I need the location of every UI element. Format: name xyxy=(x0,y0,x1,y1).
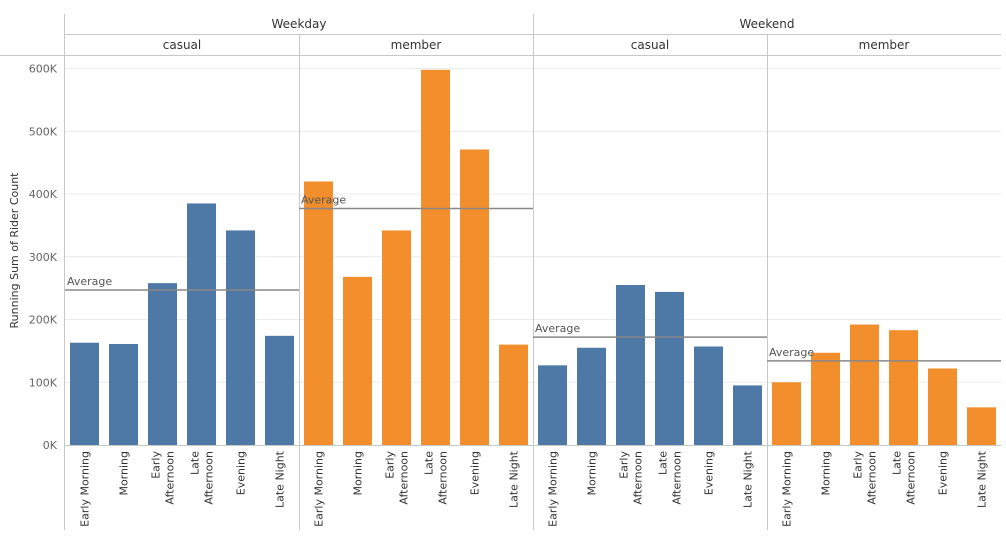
y-axis-label: Running Sum of Rider Count xyxy=(8,172,21,329)
bar xyxy=(694,346,723,445)
bar xyxy=(577,347,606,445)
category-label: Afternoon xyxy=(203,451,216,505)
average-label: Average xyxy=(301,193,346,206)
panel-header-casual: casual xyxy=(163,38,202,52)
category-label: Early Morning xyxy=(313,451,326,527)
average-label: Average xyxy=(769,346,814,359)
category-label: Early xyxy=(618,451,631,479)
bar xyxy=(265,335,294,445)
category-label: Early xyxy=(150,451,163,479)
category-label: Late Night xyxy=(508,450,521,508)
bar xyxy=(421,69,450,445)
category-label: Late xyxy=(423,451,436,475)
bar xyxy=(772,382,801,445)
category-label: Late Night xyxy=(976,450,989,508)
category-label: Late xyxy=(891,451,904,475)
bar xyxy=(889,330,918,445)
category-label: Afternoon xyxy=(905,451,918,505)
bar xyxy=(928,368,957,445)
bar xyxy=(616,285,645,445)
bar xyxy=(70,342,99,445)
bar xyxy=(187,203,216,445)
category-label: Afternoon xyxy=(437,451,450,505)
y-tick-label: 400K xyxy=(29,188,58,201)
bar xyxy=(343,276,372,445)
y-tick-label: 0K xyxy=(43,439,58,452)
bar xyxy=(655,291,684,445)
y-tick-label: 200K xyxy=(29,314,58,327)
bar xyxy=(733,385,762,445)
category-label: Afternoon xyxy=(671,451,684,505)
bar xyxy=(148,283,177,445)
category-label: Evening xyxy=(703,451,716,495)
category-label: Afternoon xyxy=(164,451,177,505)
category-label: Morning xyxy=(352,451,365,496)
category-label: Evening xyxy=(469,451,482,495)
bar xyxy=(226,230,255,445)
panel-header-member: member xyxy=(391,38,442,52)
bar xyxy=(850,324,879,445)
average-label: Average xyxy=(535,322,580,335)
category-label: Early Morning xyxy=(547,451,560,527)
y-tick-label: 600K xyxy=(29,63,58,76)
average-label: Average xyxy=(67,275,112,288)
bar xyxy=(109,343,138,445)
category-label: Late Night xyxy=(274,450,287,508)
category-label: Afternoon xyxy=(632,451,645,505)
bar xyxy=(382,230,411,445)
category-label: Early xyxy=(384,451,397,479)
bar xyxy=(304,181,333,445)
y-tick-label: 500K xyxy=(29,125,58,138)
panel-header-casual: casual xyxy=(631,38,670,52)
category-label: Evening xyxy=(235,451,248,495)
group-header-weekend: Weekend xyxy=(739,17,794,31)
category-label: Morning xyxy=(586,451,599,496)
category-label: Early Morning xyxy=(781,451,794,527)
bar xyxy=(811,352,840,445)
group-header-weekday: Weekday xyxy=(272,17,327,31)
y-tick-label: 300K xyxy=(29,251,58,264)
category-label: Late xyxy=(657,451,670,475)
panel-header-member: member xyxy=(859,38,910,52)
category-label: Afternoon xyxy=(398,451,411,505)
category-label: Evening xyxy=(937,451,950,495)
y-tick-label: 100K xyxy=(29,376,58,389)
category-label: Early Morning xyxy=(79,451,92,527)
category-label: Morning xyxy=(820,451,833,496)
category-label: Morning xyxy=(118,451,131,496)
bar xyxy=(499,344,528,445)
category-label: Late Night xyxy=(742,450,755,508)
bar xyxy=(967,407,996,445)
category-label: Afternoon xyxy=(866,451,879,505)
category-label: Late xyxy=(189,451,202,475)
bar xyxy=(460,149,489,446)
category-label: Early xyxy=(852,451,865,479)
bar xyxy=(538,365,567,445)
